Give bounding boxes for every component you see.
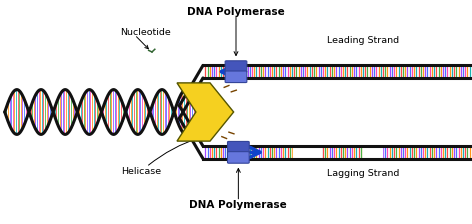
FancyBboxPatch shape [228, 141, 249, 153]
FancyBboxPatch shape [228, 152, 249, 163]
FancyBboxPatch shape [225, 71, 247, 83]
Polygon shape [177, 83, 234, 141]
FancyBboxPatch shape [225, 61, 247, 72]
Text: Nucleotide: Nucleotide [120, 28, 171, 37]
Text: DNA Polymerase: DNA Polymerase [187, 7, 285, 17]
Text: DNA Polymerase: DNA Polymerase [189, 200, 287, 210]
Text: Helicase: Helicase [121, 167, 162, 176]
Text: Lagging Strand: Lagging Strand [327, 169, 400, 178]
Text: Leading Strand: Leading Strand [328, 36, 399, 45]
